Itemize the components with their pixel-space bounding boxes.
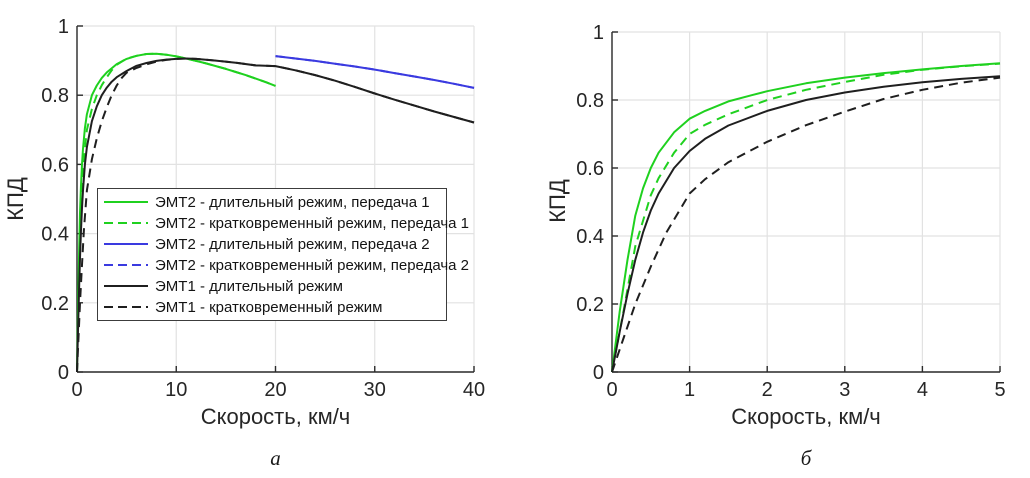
- x-tick-label: 1: [684, 379, 695, 401]
- x-tick-label: 40: [463, 379, 485, 401]
- panel-label-a: а: [270, 446, 281, 470]
- series-line-3: [611, 75, 1001, 373]
- legend-entry-6: ЭМТ1 - кратковременный режим: [104, 297, 444, 317]
- series-line-2: [76, 52, 276, 373]
- legend-line-swatch: [104, 264, 148, 266]
- y-tick-label: 0.2: [41, 293, 69, 315]
- legend-line-swatch: [104, 243, 148, 245]
- legend-entry-4: ЭМТ2 - кратковременный режим, передача 2: [104, 255, 469, 275]
- x-tick-label: 20: [264, 379, 286, 401]
- plot-a-canvas: 0 10 20 30 40 0 0.2 0.4 0.6 0.8 1: [41, 16, 485, 401]
- panel-label-b: б: [800, 446, 812, 470]
- chart-panel-a: 0 10 20 30 40 0 0.2 0.4 0.6 0.8 1 КПД Скорость, км…: [3, 16, 485, 470]
- x-tick-label: 5: [994, 379, 1005, 401]
- plot-b-canvas: 0 1 2 3 4 5 0 0.2 0.4 0.6 0.8 1: [576, 22, 1005, 401]
- x-tick-label: 3: [839, 379, 850, 401]
- series-line-2: [611, 62, 1001, 373]
- legend-line-swatch: [104, 285, 148, 287]
- series-line-4: [275, 55, 475, 89]
- x-tick-label: 0: [606, 379, 617, 401]
- legend: ЭМТ2 - длительный режим, передача 1 ЭМТ2 …: [97, 188, 469, 321]
- legend-line-swatch: [104, 306, 148, 308]
- y-tick-label: 0: [593, 362, 604, 384]
- y-tick-label: 0.4: [576, 226, 604, 248]
- legend-entry-1: ЭМТ2 - длительный режим, передача 1: [104, 192, 444, 212]
- x-tick-label: 30: [364, 379, 386, 401]
- y-tick-label: 1: [593, 22, 604, 44]
- legend-line-swatch: [104, 222, 148, 224]
- legend-label: ЭМТ2 - длительный режим, передача 1: [155, 193, 430, 211]
- y-tick-label: 0.6: [41, 154, 69, 176]
- legend-entry-5: ЭМТ1 - длительный режим: [104, 276, 444, 296]
- x-tick-label: 2: [762, 379, 773, 401]
- chart-panel-b: 0 1 2 3 4 5 0 0.2 0.4 0.6 0.8 1 КПД Скорость, км/ч …: [515, 0, 1030, 478]
- y-axis-label-a: КПД: [3, 177, 28, 221]
- legend-label: ЭМТ2 - длительный режим, передача 2: [155, 235, 430, 253]
- x-tick-label: 10: [165, 379, 187, 401]
- legend-label: ЭМТ2 - кратковременный режим, передача 2: [155, 256, 470, 274]
- legend-line-swatch: [104, 201, 148, 203]
- series-line-1: [611, 62, 1001, 373]
- series-line-4: [611, 76, 1001, 373]
- y-axis-label-b: КПД: [545, 179, 570, 223]
- legend-label: ЭМТ1 - кратковременный режим: [155, 298, 383, 316]
- y-tick-label: 0.2: [576, 294, 604, 316]
- x-axis-label-a: Скорость, км/ч: [200, 404, 351, 429]
- y-tick-label: 0.4: [41, 224, 69, 246]
- x-tick-label: 4: [917, 379, 928, 401]
- legend-entry-2: ЭМТ2 - кратковременный режим, передача 1: [104, 213, 469, 233]
- series-line-6: [76, 57, 475, 373]
- y-tick-label: 0.8: [41, 85, 69, 107]
- y-tick-label: 0.8: [576, 90, 604, 112]
- legend-label: ЭМТ2 - кратковременный режим, передача 1: [155, 214, 470, 232]
- x-axis-label-b: Скорость, км/ч: [731, 404, 881, 429]
- legend-entry-3: ЭМТ2 - длительный режим, передача 2: [104, 234, 444, 254]
- x-tick-label: 0: [71, 379, 82, 401]
- y-tick-label: 0.6: [576, 158, 604, 180]
- y-tick-label: 0: [58, 362, 69, 384]
- y-tick-label: 1: [58, 16, 69, 38]
- legend-label: ЭМТ1 - длительный режим: [155, 277, 343, 295]
